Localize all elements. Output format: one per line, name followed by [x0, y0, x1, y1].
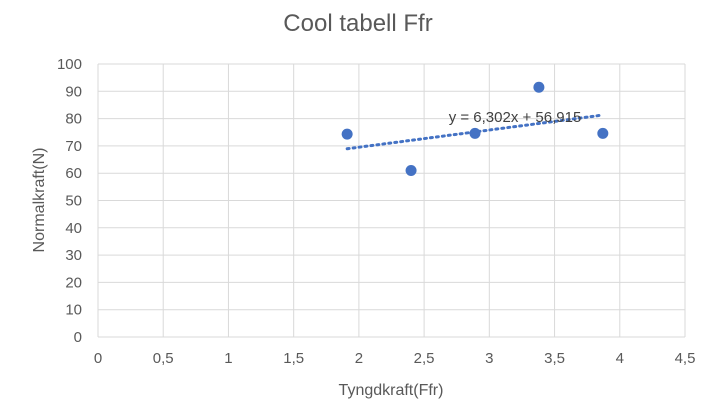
- y-tick-label: 100: [57, 56, 82, 73]
- data-point-1: [341, 128, 353, 140]
- x-tick-label: 2,5: [414, 350, 435, 367]
- chart-title: Cool tabell Ffr: [283, 10, 432, 37]
- x-tick-label: 4,5: [675, 350, 696, 367]
- y-axis-ticks: 0 10 20 30 40 50 60 70 80 90 100: [57, 56, 82, 346]
- x-tick-label: 1,5: [283, 350, 304, 367]
- data-point-3: [469, 127, 481, 139]
- y-tick-label: 70: [65, 138, 82, 155]
- y-tick-label: 40: [65, 220, 82, 237]
- y-tick-label: 90: [65, 83, 82, 100]
- data-point-2: [405, 164, 417, 176]
- x-axis-ticks: 0 0,5 1 1,5 2 2,5 3 3,5 4 4,5: [94, 350, 696, 367]
- y-tick-label: 60: [65, 165, 82, 182]
- x-tick-label: 0,5: [153, 350, 174, 367]
- y-tick-label: 30: [65, 247, 82, 264]
- x-tick-label: 2: [355, 350, 363, 367]
- data-point-5: [597, 127, 609, 139]
- data-point-4: [533, 81, 545, 93]
- data-points: [341, 81, 609, 176]
- grid-lines: [97, 63, 686, 338]
- x-tick-label: 3,5: [544, 350, 565, 367]
- x-axis-title: Tyngdkraft(Ffr): [339, 382, 444, 399]
- y-tick-label: 80: [65, 111, 82, 128]
- trendline-equation: y = 6,302x + 56,915: [449, 109, 582, 126]
- y-axis-title: Normalkraft(N): [31, 148, 48, 253]
- y-tick-label: 10: [65, 302, 82, 319]
- y-tick-label: 50: [65, 193, 82, 210]
- x-tick-label: 4: [616, 350, 624, 367]
- x-tick-label: 3: [485, 350, 493, 367]
- y-tick-label: 20: [65, 274, 82, 291]
- x-tick-label: 0: [94, 350, 102, 367]
- x-tick-label: 1: [224, 350, 232, 367]
- y-tick-label: 0: [74, 329, 82, 346]
